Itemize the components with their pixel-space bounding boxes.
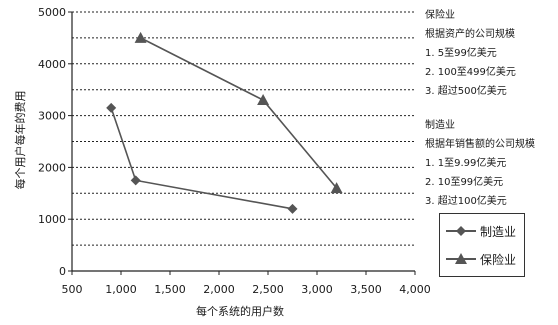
- y-tick-label: 5000: [38, 6, 66, 19]
- insurance-notes-item: 2. 100至499亿美元: [425, 67, 516, 78]
- legend-label: 制造业: [480, 224, 517, 239]
- y-tick-label: 0: [59, 265, 66, 278]
- manufacturing-notes: 制造业 根据年销售额的公司规模 1. 1至9.99亿美元 2. 10至99亿美元…: [425, 116, 535, 211]
- chart-ticks: 500 1,000 1,500 2,000 2,500 3,000 3,500 4,000 0 1…: [38, 6, 431, 296]
- data-point-triangle: [134, 31, 147, 43]
- insurance-notes-item: 3. 超过500亿美元: [425, 86, 507, 97]
- x-tick-label: 2,500: [252, 283, 284, 296]
- insurance-notes-subtitle: 根据资产的公司规模: [425, 29, 515, 40]
- data-point-triangle: [257, 94, 270, 106]
- insurance-notes-item: 1. 5至99亿美元: [425, 48, 497, 59]
- chart-grid: [72, 11, 415, 246]
- x-tick-label: 500: [62, 283, 83, 296]
- insurance-notes-title: 保险业: [425, 10, 455, 21]
- chart-series: [106, 31, 343, 214]
- x-tick-label: 1,500: [154, 283, 186, 296]
- x-tick-label: 3,000: [301, 283, 333, 296]
- diamond-marker-icon: [446, 226, 476, 236]
- triangle-marker-icon: [446, 253, 476, 264]
- data-point-diamond: [287, 203, 298, 214]
- chart-axes: [71, 12, 415, 272]
- data-point-diamond: [106, 102, 117, 113]
- chart-legend: 制造业 保险业: [439, 213, 525, 277]
- x-tick-label: 1,000: [105, 283, 137, 296]
- manufacturing-notes-title: 制造业: [425, 120, 455, 131]
- manufacturing-notes-subtitle: 根据年销售额的公司规模: [425, 139, 535, 150]
- y-tick-label: 2000: [38, 161, 66, 174]
- x-tick-label: 4,000: [399, 283, 431, 296]
- x-tick-label: 2,000: [203, 283, 235, 296]
- y-axis-title: 每个用户每年的费用: [13, 91, 27, 190]
- series-line-triangle: [140, 37, 338, 189]
- y-tick-label: 3000: [38, 110, 66, 123]
- data-point-diamond: [130, 175, 141, 186]
- y-tick-label: 1000: [38, 213, 66, 226]
- legend-item-manufacturing: 制造业: [446, 222, 516, 240]
- legend-label: 保险业: [480, 252, 517, 267]
- manufacturing-notes-item: 1. 1至9.99亿美元: [425, 158, 507, 169]
- insurance-notes: 保险业 根据资产的公司规模 1. 5至99亿美元 2. 100至499亿美元 3…: [425, 6, 516, 101]
- legend-item-insurance: 保险业: [446, 250, 516, 268]
- manufacturing-notes-item: 2. 10至99亿美元: [425, 177, 504, 188]
- y-tick-label: 4000: [38, 58, 66, 71]
- data-point-triangle: [330, 182, 343, 194]
- x-axis-title: 每个系统的用户数: [196, 304, 284, 318]
- manufacturing-notes-item: 3. 超过100亿美元: [425, 196, 507, 207]
- x-tick-label: 3,500: [350, 283, 382, 296]
